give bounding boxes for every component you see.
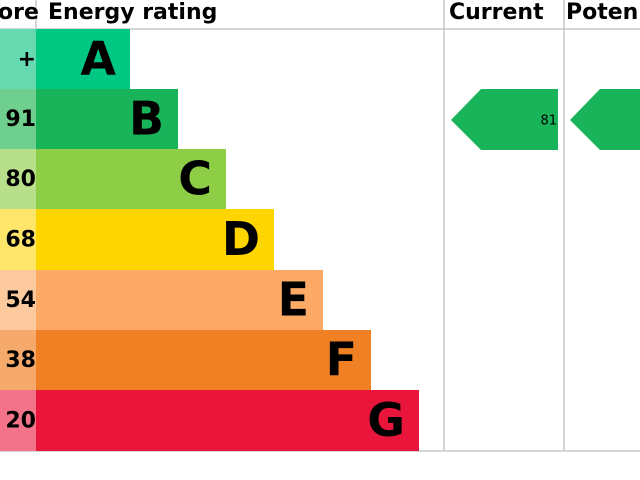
band-letter: C [178, 152, 212, 206]
score-label: 38 [5, 348, 36, 373]
band-bar [36, 270, 323, 330]
score-cell [0, 29, 36, 89]
score-cell [0, 270, 36, 330]
band-bar [36, 89, 178, 149]
potential-header: Poten [566, 0, 638, 25]
score-cell [0, 89, 36, 149]
band-letter: D [222, 212, 260, 266]
band-letter: E [278, 273, 309, 327]
score-cell [0, 390, 36, 451]
score-label: 20 [5, 409, 36, 434]
potential-arrow [570, 89, 640, 150]
band-letter: G [367, 393, 405, 447]
score-label: + [18, 47, 36, 72]
score-label: 54 [5, 288, 36, 313]
band-bar [36, 390, 419, 451]
band-letter: A [80, 32, 116, 86]
score-label: 80 [5, 167, 36, 192]
current-value: 81 [540, 114, 557, 129]
band-bar [36, 330, 371, 390]
band-letter: F [326, 333, 357, 387]
band-letter: B [129, 92, 164, 146]
score-label: 68 [5, 228, 36, 253]
rating-header: Energy rating [48, 0, 217, 25]
band-bar [36, 209, 274, 270]
rating-rows: + A 91 B 80 C 68 D 54 E 38 F 20 G [0, 29, 419, 451]
score-label: 91 [5, 107, 36, 132]
current-arrow [451, 89, 558, 150]
band-bar [36, 29, 130, 89]
score-cell [0, 149, 36, 209]
score-cell [0, 330, 36, 390]
score-header: ore [0, 0, 39, 25]
band-bar [36, 149, 226, 209]
score-cell [0, 209, 36, 270]
current-header: Current [449, 0, 544, 25]
